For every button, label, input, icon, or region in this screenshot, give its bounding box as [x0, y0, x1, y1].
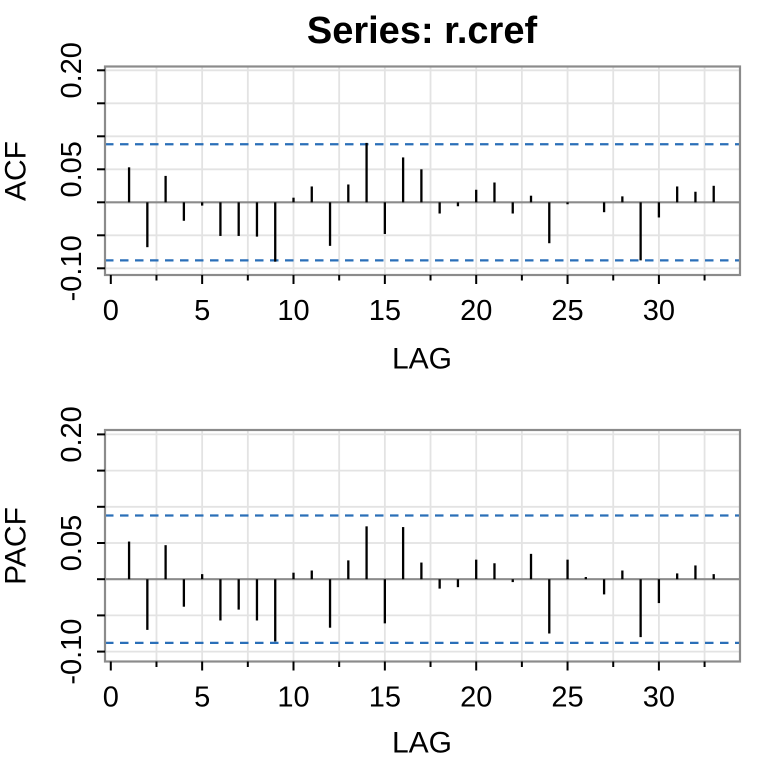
pacf-x-tick-label-3: 15 [369, 682, 401, 714]
acf-x-tick-label-6: 30 [643, 295, 675, 327]
acf-x-tick-label-4: 20 [460, 295, 492, 327]
chart-title: Series: r.cref [307, 10, 538, 52]
acf-panel: 0.20 0.05 -0.10 0 5 10 15 20 25 30 [56, 42, 742, 327]
acf-x-axis-label: LAG [392, 343, 452, 376]
pacf-y-tick-label-6: -0.10 [56, 619, 88, 685]
acf-y-tick-label-0: 0.20 [56, 42, 88, 98]
pacf-x-tick-label-5: 25 [551, 682, 583, 714]
pacf-x-tick-label-2: 10 [277, 682, 309, 714]
acf-x-tick-label-5: 25 [551, 295, 583, 327]
pacf-x-tick-label-6: 30 [643, 682, 675, 714]
acf-y-tick-label-3: 0.05 [56, 141, 88, 197]
acf-y-tick-label-6: -0.10 [56, 235, 88, 301]
acf-x-tick-label-1: 5 [194, 295, 210, 327]
pacf-x-tick-label-4: 20 [460, 682, 492, 714]
acf-border [103, 65, 742, 277]
pacf-y-tick-label-3: 0.05 [56, 515, 88, 571]
acf-x-tick-label-0: 0 [103, 295, 119, 327]
pacf-panel: 0.20 0.05 -0.10 0 5 10 15 20 25 30 [56, 406, 742, 714]
acf-x-tick-label-2: 10 [277, 295, 309, 327]
acf-x-tick-label-3: 15 [369, 295, 401, 327]
pacf-x-tick-label-1: 5 [194, 682, 210, 714]
pacf-x-tick-label-0: 0 [103, 682, 119, 714]
pacf-y-axis-label: PACF [0, 507, 33, 585]
acf-y-axis-label: ACF [0, 141, 33, 201]
pacf-y-tick-label-0: 0.20 [56, 406, 88, 462]
pacf-border [103, 428, 742, 663]
pacf-x-axis-label: LAG [392, 727, 452, 760]
